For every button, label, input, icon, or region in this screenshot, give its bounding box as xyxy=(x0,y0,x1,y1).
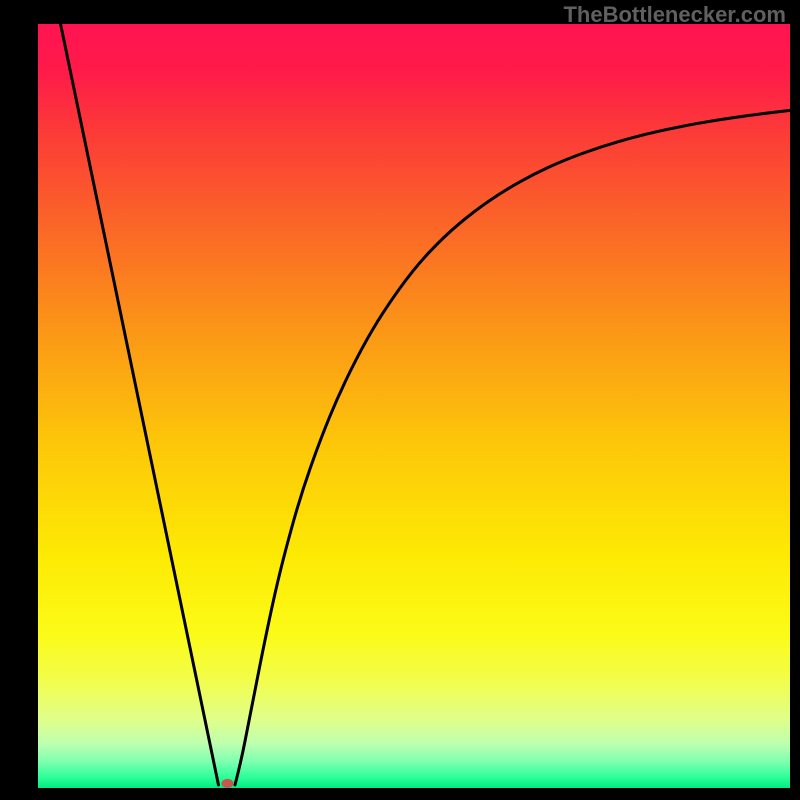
frame-border-left xyxy=(0,0,38,800)
curve-layer xyxy=(38,24,790,788)
curve-left-segment xyxy=(61,24,219,785)
watermark-text: TheBottlenecker.com xyxy=(563,2,786,28)
chart-container: TheBottlenecker.com xyxy=(0,0,800,800)
curve-right-segment xyxy=(235,110,790,785)
frame-border-bottom xyxy=(0,788,800,800)
plot-area xyxy=(38,24,790,788)
min-marker xyxy=(222,779,234,788)
frame-border-right xyxy=(790,0,800,800)
